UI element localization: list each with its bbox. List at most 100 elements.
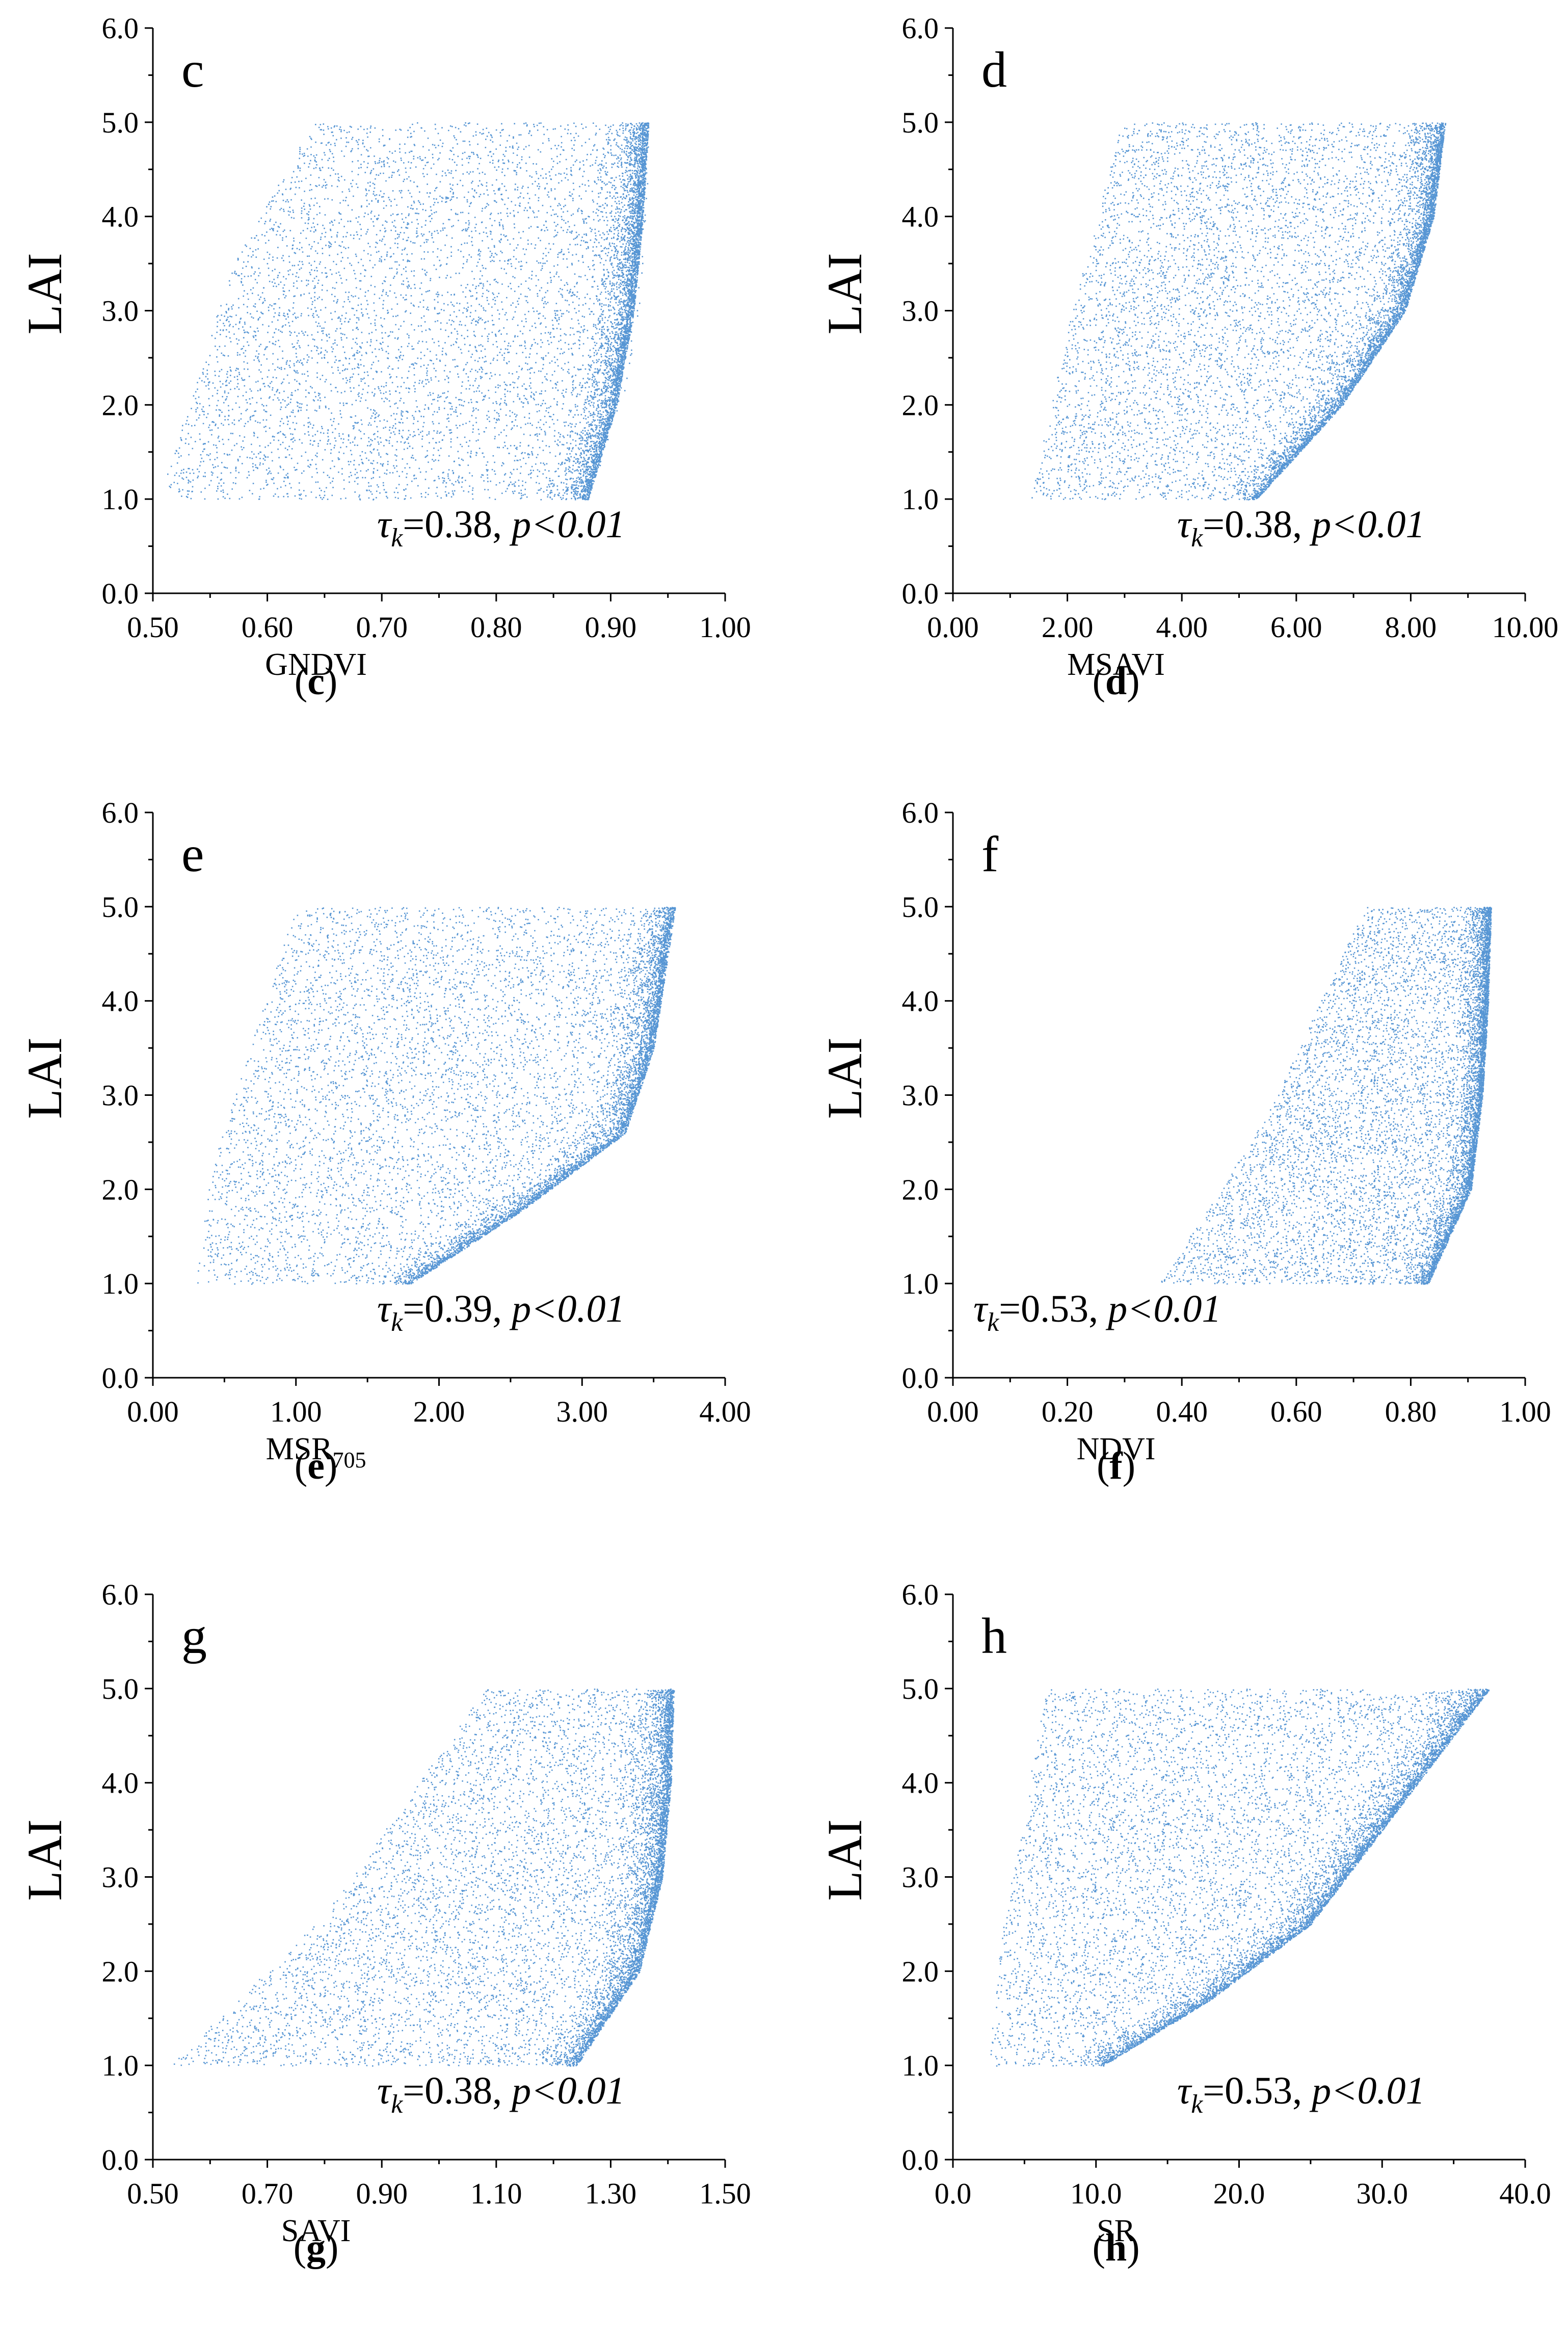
y-tick-label: 5.0 — [102, 890, 139, 924]
x-tick-label: 6.00 — [1270, 611, 1322, 644]
y-axis-title: LAI — [817, 253, 872, 334]
x-tick-label: 0.90 — [585, 611, 637, 644]
y-tick-label: 5.0 — [102, 106, 139, 139]
x-axis-title: MSAVI — [1067, 647, 1165, 682]
x-tick-label: 1.00 — [699, 611, 751, 644]
stat-tau-value: =0.53, — [999, 1288, 1108, 1330]
caption-close-paren: ) — [326, 2226, 338, 2269]
stat-p-value: p<0.01 — [509, 503, 625, 546]
y-tick-label: 4.0 — [902, 200, 939, 233]
y-tick-label: 4.0 — [102, 1767, 139, 1800]
panel-h: 0.0 10.0 20.0 30.0 40.0 0.0 1.0 2.0 3.0 4.0 5.0 6.0… — [817, 1578, 1551, 2269]
x-axis-title-main: SAVI — [281, 2214, 351, 2248]
x-tick-label: 4.00 — [1156, 611, 1208, 644]
y-tick-label: 1.0 — [102, 1267, 139, 1300]
panel-letter: f — [981, 826, 999, 882]
stat-tau-value: =0.53, — [1203, 2069, 1312, 2112]
caption-open-paren: ( — [294, 2226, 306, 2269]
panel-caption: (h) — [1093, 2226, 1140, 2269]
y-tick-label: 1.0 — [102, 2049, 139, 2082]
kendall-tau-annotation: τk=0.53, p<0.01 — [973, 1288, 1221, 1337]
x-tick-label: 0.0 — [935, 2177, 972, 2210]
x-axis-title-main: GNDVI — [265, 647, 367, 682]
stat-p-value: p<0.01 — [509, 2069, 625, 2112]
x-axis-title: SAVI — [281, 2214, 351, 2248]
stat-tau-symbol: τ — [1177, 2069, 1192, 2112]
scatter-points-d — [1031, 122, 1447, 501]
y-tick-label: 4.0 — [102, 200, 139, 233]
y-tick-label: 0.0 — [102, 1361, 139, 1395]
caption-letter: e — [307, 1444, 325, 1487]
y-tick-label: 2.0 — [902, 1955, 939, 1988]
stat-tau-symbol: τ — [377, 2069, 392, 2112]
caption-letter: g — [306, 2226, 326, 2269]
y-tick-label: 4.0 — [102, 985, 139, 1018]
x-tick-label: 30.0 — [1357, 2177, 1408, 2210]
caption-open-paren: ( — [1093, 660, 1105, 703]
x-tick-label: 1.00 — [1499, 1395, 1551, 1428]
caption-open-paren: ( — [295, 1444, 307, 1487]
x-tick-label: 0.00 — [127, 1395, 179, 1428]
panel-g: 0.50 0.70 0.90 1.10 1.30 1.50 0.0 1.0 2.0 3.0 4.0 5… — [17, 1578, 751, 2269]
y-tick-label: 0.0 — [902, 2143, 939, 2176]
caption-letter: h — [1105, 2226, 1127, 2269]
y-tick-label: 5.0 — [902, 106, 939, 139]
y-tick-label: 2.0 — [102, 1955, 139, 1988]
x-axis-title-main: MSAVI — [1067, 647, 1165, 682]
y-tick-label: 1.0 — [902, 483, 939, 516]
x-tick-label: 0.70 — [356, 611, 408, 644]
y-axis-title: LAI — [817, 1819, 872, 1901]
caption-close-paren: ) — [1127, 2226, 1139, 2269]
caption-close-paren: ) — [325, 1444, 337, 1487]
x-tick-label: 0.80 — [1385, 1395, 1437, 1428]
stat-tau-symbol: τ — [377, 1288, 392, 1330]
y-tick-label: 6.0 — [902, 1578, 939, 1611]
y-tick-label: 3.0 — [902, 1079, 939, 1112]
panel-letter: e — [181, 826, 204, 882]
y-tick-label: 6.0 — [102, 1578, 139, 1611]
y-tick-label: 0.0 — [102, 577, 139, 610]
y-axis-title: LAI — [17, 1037, 72, 1119]
x-axis-title: GNDVI — [265, 647, 367, 682]
y-tick-label: 5.0 — [902, 1672, 939, 1705]
panel-letter: h — [981, 1608, 1007, 1664]
y-tick-label: 6.0 — [102, 796, 139, 829]
y-tick-label: 1.0 — [902, 1267, 939, 1300]
y-tick-label: 2.0 — [902, 1173, 939, 1206]
y-tick-label: 3.0 — [902, 1861, 939, 1894]
x-tick-label: 0.00 — [927, 1395, 979, 1428]
x-tick-label: 1.30 — [585, 2177, 637, 2210]
y-tick-label: 3.0 — [102, 1079, 139, 1112]
x-axis-title-main: SR — [1097, 2214, 1135, 2248]
axes — [945, 1593, 1526, 2168]
y-tick-label: 6.0 — [102, 12, 139, 45]
stat-p-value: p<0.01 — [1105, 1288, 1221, 1330]
x-tick-label: 1.50 — [699, 2177, 751, 2210]
x-tick-label: 2.00 — [413, 1395, 465, 1428]
stat-tau-subscript: k — [391, 523, 403, 553]
x-tick-label: 1.00 — [270, 1395, 322, 1428]
x-tick-label: 8.00 — [1385, 611, 1437, 644]
y-axis-title: LAI — [17, 1819, 72, 1901]
x-tick-label: 0.70 — [242, 2177, 294, 2210]
caption-close-paren: ) — [325, 660, 337, 703]
y-tick-label: 0.0 — [102, 2143, 139, 2176]
panel-d: 0.00 2.00 4.00 6.00 8.00 10.00 0.0 1.0 2.0 3.0 4.0… — [817, 12, 1558, 703]
y-tick-label: 5.0 — [102, 1672, 139, 1705]
stat-tau-subscript: k — [1191, 523, 1203, 553]
stat-tau-subscript: k — [987, 1308, 999, 1337]
y-tick-label: 3.0 — [902, 295, 939, 328]
y-axis-title: LAI — [17, 253, 72, 334]
axes — [145, 811, 726, 1386]
x-tick-label: 40.0 — [1499, 2177, 1551, 2210]
panel-caption: (f) — [1097, 1444, 1135, 1487]
stat-tau-value: =0.39, — [403, 1288, 512, 1330]
caption-close-paren: ) — [1123, 1444, 1135, 1487]
y-tick-label: 2.0 — [902, 388, 939, 422]
y-tick-label: 3.0 — [102, 295, 139, 328]
panel-caption: (g) — [294, 2226, 339, 2269]
y-tick-label: 5.0 — [902, 890, 939, 924]
x-tick-label: 0.90 — [356, 2177, 408, 2210]
x-tick-label: 0.50 — [127, 611, 179, 644]
